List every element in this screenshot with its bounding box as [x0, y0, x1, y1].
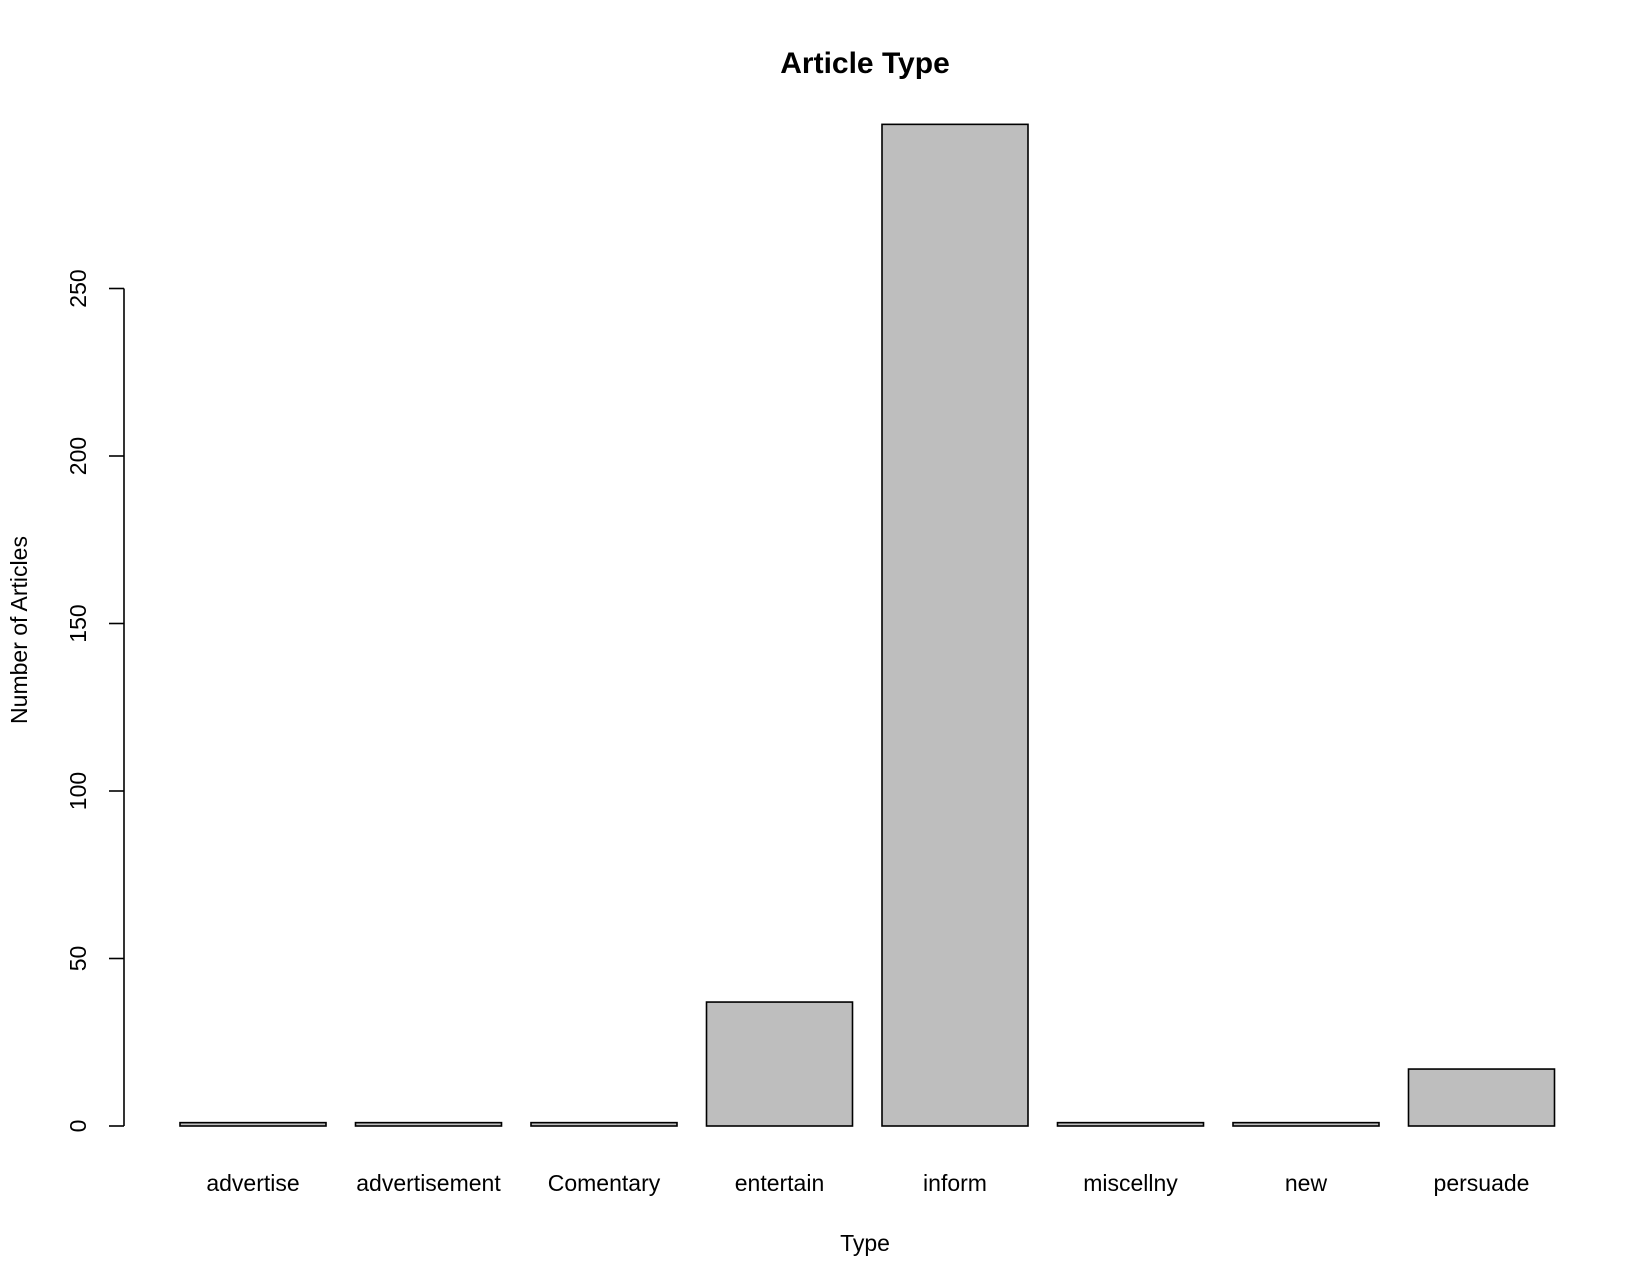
x-tick-label: inform	[923, 1170, 987, 1196]
bar-persuade	[1407, 1068, 1556, 1127]
y-tick-label: 250	[65, 269, 91, 307]
x-tick-label: Comentary	[548, 1170, 661, 1196]
y-axis: 0 50 100 150 200 250	[65, 269, 125, 1133]
bar-entertain	[705, 1001, 854, 1127]
chart-title: Article Type	[780, 47, 950, 80]
x-tick-label: advertisement	[356, 1170, 501, 1196]
x-tick-label: miscellny	[1083, 1170, 1178, 1196]
x-tick-label: new	[1285, 1170, 1328, 1196]
bar-advertise	[179, 1121, 327, 1127]
bars-group	[179, 123, 1556, 1127]
bar-new	[1232, 1121, 1380, 1127]
y-tick-label: 0	[65, 1120, 91, 1133]
bar-inform	[881, 123, 1029, 1127]
y-axis-label: Number of Articles	[6, 536, 32, 724]
bar-comentary	[530, 1121, 678, 1127]
x-tick-label: advertise	[206, 1170, 299, 1196]
y-tick-label: 150	[65, 604, 91, 642]
x-tick-label: entertain	[735, 1170, 825, 1196]
y-tick-label: 200	[65, 437, 91, 475]
y-tick-label: 50	[65, 946, 91, 972]
y-tick-label: 100	[65, 772, 91, 810]
bar-miscellny	[1056, 1121, 1205, 1127]
x-axis-label: Type	[840, 1230, 890, 1256]
bar-advertisement	[354, 1121, 503, 1127]
x-tick-label: persuade	[1434, 1170, 1530, 1196]
x-tick-labels: advertise advertisement Comentary entertain…	[206, 1170, 1529, 1196]
